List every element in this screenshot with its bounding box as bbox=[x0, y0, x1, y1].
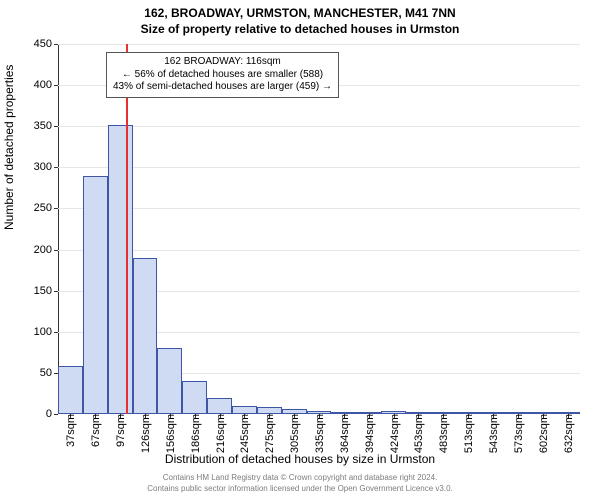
x-tick-label: 126sqm bbox=[138, 414, 152, 453]
x-axis-label: Distribution of detached houses by size … bbox=[0, 452, 600, 466]
title-line-2: Size of property relative to detached ho… bbox=[0, 22, 600, 38]
y-tick-label: 400 bbox=[34, 79, 58, 91]
y-tick-label: 150 bbox=[34, 285, 58, 297]
grid-line bbox=[58, 126, 580, 127]
reference-line bbox=[126, 44, 128, 414]
footer-line-2: Contains public sector information licen… bbox=[12, 484, 588, 494]
annotation-box: 162 BROADWAY: 116sqm← 56% of detached ho… bbox=[106, 52, 339, 98]
chart-root: 162, BROADWAY, URMSTON, MANCHESTER, M41 … bbox=[0, 0, 600, 500]
x-tick-label: 632sqm bbox=[561, 414, 575, 453]
x-tick-label: 37sqm bbox=[63, 414, 77, 447]
y-tick-label: 200 bbox=[34, 244, 58, 256]
x-tick-label: 305sqm bbox=[287, 414, 301, 453]
y-tick-label: 0 bbox=[46, 408, 58, 420]
x-tick-label: 245sqm bbox=[237, 414, 251, 453]
x-tick-label: 453sqm bbox=[411, 414, 425, 453]
grid-line bbox=[58, 167, 580, 168]
x-tick-label: 67sqm bbox=[88, 414, 102, 447]
x-tick-label: 543sqm bbox=[486, 414, 500, 453]
annotation-line: ← 56% of detached houses are smaller (58… bbox=[113, 69, 332, 82]
histogram-bar bbox=[83, 176, 108, 414]
x-tick-label: 364sqm bbox=[337, 414, 351, 453]
grid-line bbox=[58, 250, 580, 251]
histogram-bar bbox=[232, 406, 257, 414]
title-line-1: 162, BROADWAY, URMSTON, MANCHESTER, M41 … bbox=[0, 6, 600, 22]
y-tick-label: 100 bbox=[34, 326, 58, 338]
x-tick-label: 394sqm bbox=[362, 414, 376, 453]
x-tick-label: 483sqm bbox=[436, 414, 450, 453]
plot-area: 05010015020025030035040045037sqm67sqm97s… bbox=[58, 44, 580, 414]
y-tick-label: 450 bbox=[34, 38, 58, 50]
x-tick-label: 97sqm bbox=[113, 414, 127, 447]
footer-attribution: Contains HM Land Registry data © Crown c… bbox=[12, 473, 588, 494]
x-tick-label: 335sqm bbox=[312, 414, 326, 453]
y-tick-label: 250 bbox=[34, 202, 58, 214]
x-tick-label: 216sqm bbox=[213, 414, 227, 453]
histogram-bar bbox=[157, 348, 182, 414]
x-tick-label: 602sqm bbox=[536, 414, 550, 453]
histogram-bar bbox=[58, 366, 83, 414]
x-tick-label: 424sqm bbox=[387, 414, 401, 453]
title-block: 162, BROADWAY, URMSTON, MANCHESTER, M41 … bbox=[0, 6, 600, 37]
grid-line bbox=[58, 44, 580, 45]
y-tick-label: 350 bbox=[34, 120, 58, 132]
histogram-bar bbox=[207, 398, 232, 414]
x-tick-label: 186sqm bbox=[188, 414, 202, 453]
x-tick-label: 573sqm bbox=[511, 414, 525, 453]
y-tick-label: 50 bbox=[40, 367, 58, 379]
y-axis-label: Number of detached properties bbox=[2, 65, 16, 230]
y-axis-line bbox=[58, 44, 59, 414]
x-tick-label: 275sqm bbox=[262, 414, 276, 453]
annotation-line: 43% of semi-detached houses are larger (… bbox=[113, 81, 332, 94]
x-tick-label: 156sqm bbox=[163, 414, 177, 453]
y-tick-label: 300 bbox=[34, 161, 58, 173]
histogram-bar bbox=[108, 125, 133, 414]
footer-line-1: Contains HM Land Registry data © Crown c… bbox=[12, 473, 588, 483]
histogram-bar bbox=[182, 381, 207, 414]
annotation-line: 162 BROADWAY: 116sqm bbox=[113, 56, 332, 69]
histogram-bar bbox=[133, 258, 158, 414]
grid-line bbox=[58, 208, 580, 209]
x-tick-label: 513sqm bbox=[461, 414, 475, 453]
